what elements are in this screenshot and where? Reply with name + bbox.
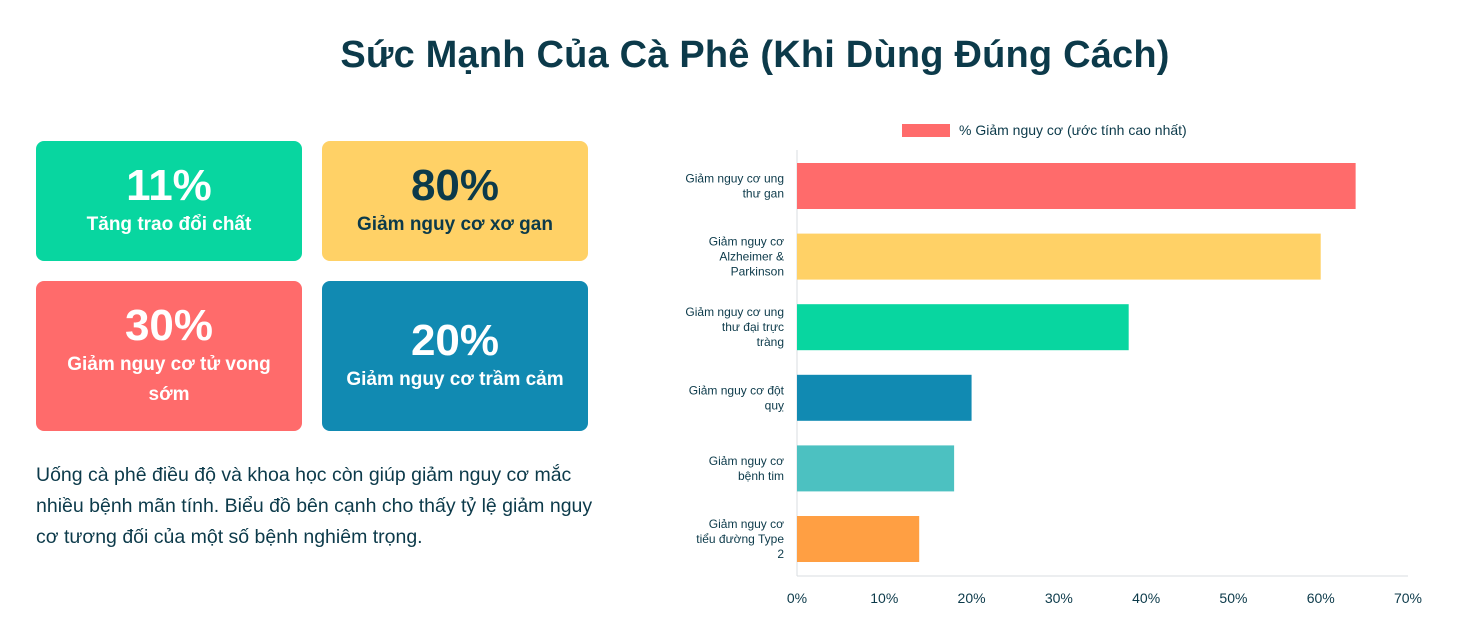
bar-0 (797, 163, 1356, 209)
bar-4 (797, 445, 955, 492)
stat-card-depression: 20% Giảm nguy cơ trầm cảm (322, 281, 588, 431)
legend-swatch (902, 124, 950, 137)
stat-value: 80% (410, 161, 500, 210)
category-label-4: Giảm nguy cơ bệnh tim (709, 454, 784, 483)
bar-5 (797, 516, 920, 562)
bar-1 (797, 233, 1321, 280)
page-title: Sức Mạnh Của Cà Phê (Khi Dùng Đúng Cách) (340, 34, 1170, 76)
category-label-0: Giảm nguy cơ ung thư gan (685, 172, 784, 201)
stat-label: Giảm nguy cơ xơ gan (357, 214, 553, 235)
stat-value: 30% (124, 301, 214, 350)
stat-label: Giảm nguy cơ tử vong sớm (67, 354, 271, 405)
x-tick-label-3: 30% (1045, 590, 1073, 606)
stat-value: 20% (410, 316, 500, 365)
x-tick-label-5: 50% (1219, 590, 1247, 606)
x-tick-label-1: 10% (870, 590, 898, 606)
stat-label: Tăng trao đổi chất (86, 214, 252, 235)
stat-value: 11% (126, 161, 212, 210)
description-text: Uống cà phê điều độ và khoa học còn giúp… (36, 464, 593, 548)
legend-label: % Giảm nguy cơ (ước tính cao nhất) (959, 122, 1187, 138)
category-label-1: Giảm nguy cơ Alzheimer & Parkinson (709, 235, 784, 279)
x-tick-label-7: 70% (1394, 590, 1422, 606)
x-tick-label-2: 20% (958, 590, 986, 606)
stat-card-cirrhosis: 80% Giảm nguy cơ xơ gan (322, 141, 588, 261)
category-label-2: Giảm nguy cơ ung thư đại trực tràng (685, 305, 784, 349)
bar-3 (797, 374, 972, 421)
stat-label: Giảm nguy cơ trầm cảm (346, 369, 564, 390)
category-label-3: Giảm nguy cơ đột quỵ (689, 383, 785, 412)
x-tick-label-0: 0% (787, 590, 807, 606)
category-label-5: Giảm nguy cơ tiểu đường Type 2 (696, 517, 784, 561)
stat-card-mortality: 30% Giảm nguy cơ tử vong sớm (36, 281, 302, 431)
stat-card-metabolism: 11% Tăng trao đổi chất (36, 141, 302, 261)
bar-2 (797, 304, 1129, 351)
x-tick-label-4: 40% (1132, 590, 1160, 606)
x-tick-label-6: 60% (1307, 590, 1335, 606)
